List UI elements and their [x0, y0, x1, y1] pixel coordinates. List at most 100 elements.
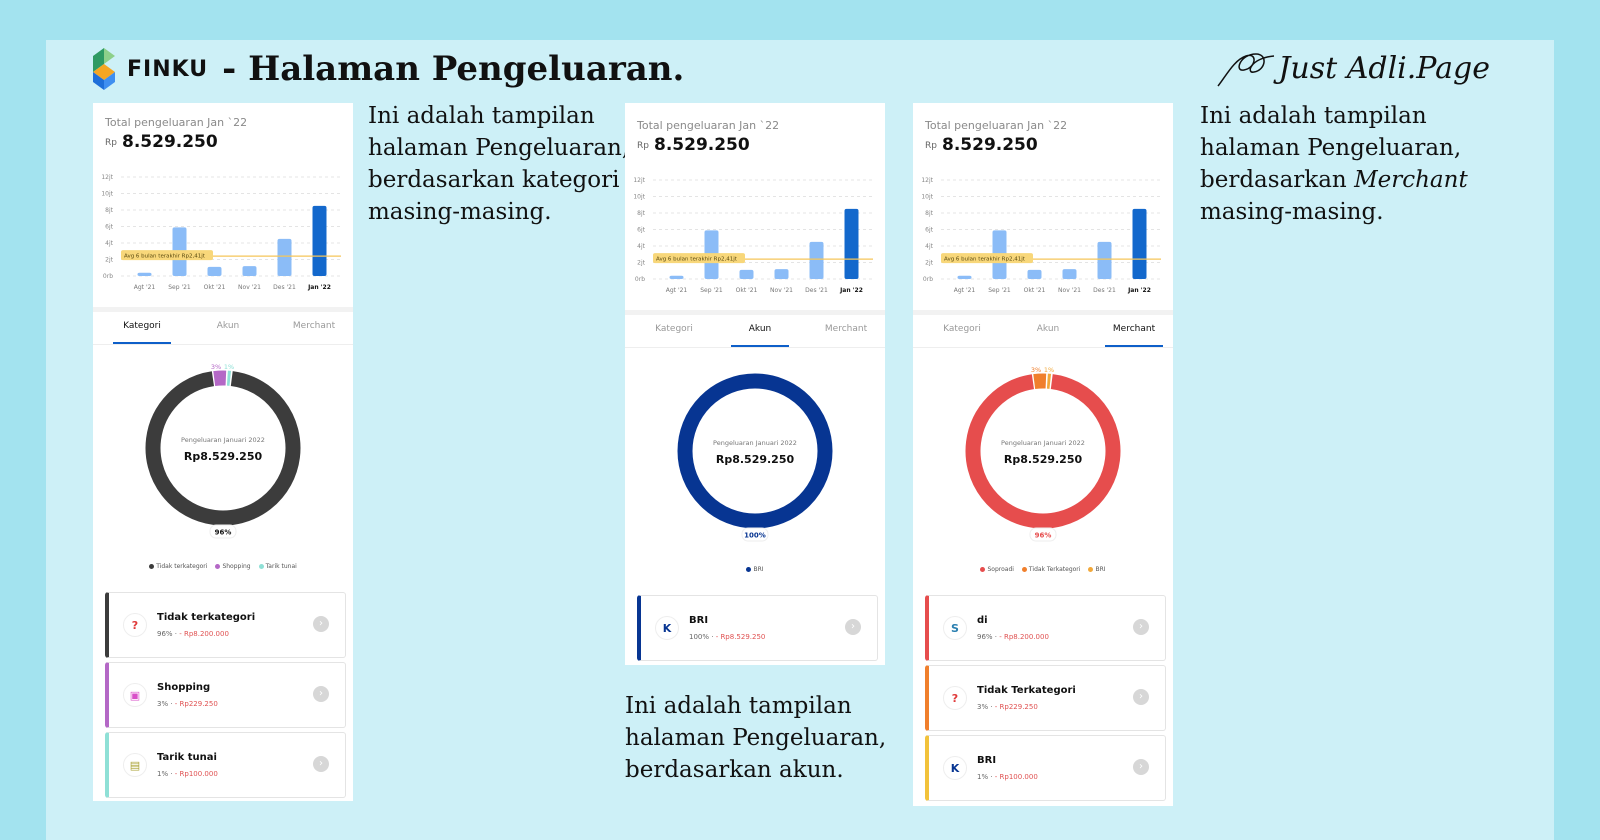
chart-average-label: Avg 6 bulan terakhir Rp2,41jt	[656, 257, 738, 263]
chart-bar	[207, 266, 222, 276]
item-amount: - Rp8.200.000	[179, 630, 229, 638]
legend-label: Tarik tunai	[265, 563, 297, 570]
tab-merchant[interactable]: Merchant	[292, 321, 336, 331]
chart-ytick-label: 10jt	[101, 191, 113, 198]
donut-segment	[965, 373, 1121, 529]
chart-bar	[242, 266, 257, 276]
tab-merchant[interactable]: Merchant	[1091, 315, 1173, 347]
chart-bar	[669, 275, 684, 279]
chart-xtick-label: Des '21	[805, 287, 828, 294]
donut-center-value: Rp8.529.250	[184, 450, 263, 463]
expense-list-item[interactable]: ▣ Shopping 3% · - Rp229.250 ›	[105, 662, 346, 728]
brand-wordmark: FINKU	[127, 56, 209, 82]
chevron-right-icon[interactable]: ›	[313, 756, 329, 772]
item-percent: 96% ·	[157, 630, 180, 638]
description-line: berdasarkan akun.	[625, 757, 844, 783]
tab-kategori[interactable]: Kategori	[943, 324, 981, 334]
chart-bar	[1062, 269, 1077, 279]
tab-merchant[interactable]: Merchant	[824, 324, 868, 334]
phone-screen-kategori: Total pengeluaran Jan `22 Rp 8.529.250 0rb 2…	[93, 103, 353, 801]
expense-list-item[interactable]: K BRI 1% · - Rp100.000 ›	[925, 735, 1166, 801]
chevron-right-icon[interactable]: ›	[1133, 759, 1149, 775]
chart-bar	[739, 269, 754, 279]
legend-label: Shopping	[222, 563, 251, 570]
tab-akun[interactable]: Akun	[1036, 324, 1060, 334]
chart-xtick-label: Okt '21	[204, 284, 226, 291]
expense-list-item[interactable]: ? Tidak Terkategori 3% · - Rp229.250 ›	[925, 665, 1166, 731]
tab-akun[interactable]: Akun	[216, 321, 240, 331]
legend-dot	[149, 564, 155, 569]
chart-average-label: Avg 6 bulan terakhir Rp2,41jt	[124, 254, 206, 260]
spending-bar-chart: 0rb 2jt 4jt 6jt 8jt 10jt 12jt Agt '21 Sep '21 Okt…	[101, 174, 341, 291]
chevron-right-icon[interactable]: ›	[845, 619, 861, 635]
tab-kategori[interactable]: Kategori	[99, 312, 185, 344]
chart-xtick-label: Sep '21	[168, 284, 191, 291]
chart-legend: Soproadi Tidak Terkategori BRI	[913, 566, 1173, 573]
currency-label: Rp	[105, 138, 117, 148]
expense-list-item[interactable]: ? Tidak terkategori 96% · - Rp8.200.000 ›	[105, 592, 346, 658]
expense-donut-chart: Pengeluaran Januari 2022 Rp8.529.250 100%	[677, 373, 833, 542]
donut-segment	[145, 370, 301, 526]
chart-xtick-label: Nov '21	[238, 284, 261, 291]
category-icon: ?	[943, 686, 967, 710]
expense-list-item[interactable]: ▤ Tarik tunai 1% · - Rp100.000 ›	[105, 732, 346, 798]
chart-ytick-label: 2jt	[637, 260, 645, 267]
donut-segment	[965, 373, 1121, 529]
category-icon: K	[655, 616, 679, 640]
chart-bar	[312, 205, 327, 276]
chart-legend: BRI	[625, 566, 885, 573]
chart-ytick-label: 2jt	[925, 260, 933, 267]
legend-dot	[980, 567, 986, 572]
chart-xtick-label: Nov '21	[770, 287, 793, 294]
item-name: Tarik tunai	[157, 752, 217, 763]
item-summary: 96% · - Rp8.200.000	[977, 633, 1049, 641]
chevron-right-icon[interactable]: ›	[1133, 689, 1149, 705]
signature: Just Adli.Page	[1216, 46, 1490, 90]
chart-xtick-label: Okt '21	[1024, 287, 1046, 294]
tab-bar: Kategori Akun Merchant	[93, 312, 353, 345]
description-line: masing-masing.	[368, 199, 552, 225]
item-summary: 100% · - Rp8.529.250	[689, 633, 765, 641]
chart-bar	[957, 275, 972, 279]
chart-ytick-label: 2jt	[105, 257, 113, 264]
item-amount: - Rp100.000	[994, 773, 1038, 781]
item-name: BRI	[977, 755, 997, 766]
chart-xtick-label: Jan '22	[1127, 287, 1151, 294]
expense-list-item[interactable]: K BRI 100% · - Rp8.529.250 ›	[637, 595, 878, 661]
donut-percent-label: 100%	[744, 532, 766, 540]
item-summary: 1% · - Rp100.000	[977, 773, 1038, 781]
chart-xtick-label: Jan '22	[307, 284, 331, 291]
description-text: berdasarkan	[1200, 167, 1355, 193]
description-line: Ini adalah tampilan	[368, 103, 595, 129]
chart-ytick-label: 6jt	[105, 224, 113, 231]
legend-dot	[746, 567, 752, 572]
legend-dot	[258, 564, 264, 569]
chart-ytick-label: 12jt	[633, 177, 645, 184]
brand-header: FINKU - Halaman Pengeluaran.	[93, 48, 684, 90]
legend-dot	[215, 564, 221, 569]
tab-akun[interactable]: Akun	[717, 315, 803, 347]
donut-segment	[965, 373, 1121, 529]
chart-container: 0rb 2jt 4jt 6jt 8jt 10jt 12jt Agt '21 Sep '21 Okt…	[625, 172, 885, 311]
section-divider	[625, 310, 885, 315]
section-divider	[93, 307, 353, 312]
tab-kategori[interactable]: Kategori	[655, 324, 693, 334]
item-amount: - Rp229.250	[994, 703, 1038, 711]
chart-xtick-label: Agt '21	[954, 287, 976, 294]
item-name: Shopping	[157, 682, 211, 693]
total-spending-value: 8.529.250	[654, 135, 750, 155]
chart-ytick-label: 12jt	[921, 177, 933, 184]
legend-dot	[1088, 567, 1094, 572]
chevron-right-icon[interactable]: ›	[313, 686, 329, 702]
chart-container: 0rb 2jt 4jt 6jt 8jt 10jt 12jt Agt '21 Sep '21 Okt…	[93, 169, 353, 308]
chevron-right-icon[interactable]: ›	[1133, 619, 1149, 635]
legend-item: Shopping	[215, 563, 251, 570]
description-line: halaman Pengeluaran,	[368, 135, 630, 161]
donut-segment	[145, 370, 301, 526]
chart-ytick-label: 0rb	[635, 276, 645, 283]
chart-ytick-label: 8jt	[925, 210, 933, 217]
chevron-right-icon[interactable]: ›	[313, 616, 329, 632]
donut-small-percent-label: 3%	[211, 363, 221, 371]
chart-legend: Tidak terkategori Shopping Tarik tunai	[93, 563, 353, 570]
